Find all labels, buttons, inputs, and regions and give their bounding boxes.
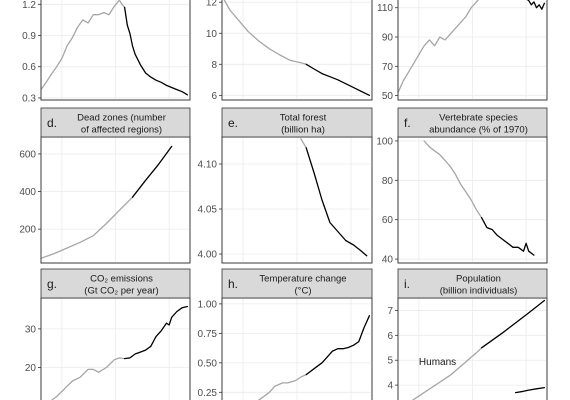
series-line-early (41, 196, 134, 259)
strip-title-line-1: Temperature change (259, 274, 346, 285)
panel-7: 20 30 g. CO₂ emissions(Gt CO₂ per year) (25, 268, 191, 400)
y-tick-label: 4 (387, 381, 393, 392)
series-line-recent (514, 386, 546, 394)
panel-letter: d. (47, 116, 57, 130)
y-tick-label: 40 (382, 255, 394, 266)
y-tick-label: 400 (19, 187, 36, 198)
series-line-early (411, 347, 483, 400)
panel-letter: g. (47, 277, 57, 291)
y-tick-label: 4.10 (198, 160, 218, 171)
panel-letter: e. (228, 116, 238, 130)
y-tick-label: 6 (387, 331, 393, 342)
y-tick-label: 0.9 (22, 31, 36, 42)
y-tick-label: 50 (382, 91, 394, 102)
series-line-recent (131, 145, 173, 198)
y-tick-label: 600 (19, 149, 36, 160)
y-tick-label: 60 (382, 215, 394, 226)
strip-title-line-2: of affected regions) (81, 125, 162, 136)
panel-8: 0.25 0.50 0.75 1.00 h. Temperature change(°C) (198, 268, 373, 400)
strip-title-line-1: CO₂ emissions (90, 274, 153, 285)
strip-title-line-2: (Gt CO₂ per year) (84, 286, 158, 297)
y-tick-label: 7 (387, 306, 393, 317)
strip-background (40, 268, 191, 299)
y-tick-label: 80 (382, 176, 394, 187)
y-tick-label: 30 (25, 324, 37, 335)
strip-title-line-2: abundance (% of 1970) (429, 125, 528, 136)
series-line-early (41, 0, 126, 91)
strip-background (397, 268, 548, 299)
series-line-early (398, 0, 479, 94)
facet-strip: h. Temperature change(°C) (221, 268, 373, 299)
strip-title-line-2: (billion individuals) (440, 286, 518, 297)
panel-1: 0.3 0.6 0.9 1.2 (22, 0, 191, 104)
strip-title-line-1: Vertebrate species (439, 113, 518, 124)
series-line-recent (480, 217, 535, 256)
panel-2: 6 8 10 12 (206, 0, 373, 102)
series-line-early (257, 373, 307, 400)
y-tick-label: 4.00 (198, 250, 218, 261)
strip-title-line-2: (billion ha) (281, 125, 325, 136)
panel-5: 4.00 4.05 4.10 e. Total forest(billion ha) (198, 107, 373, 264)
series-line-recent (526, 0, 546, 10)
panel-letter: h. (228, 277, 238, 291)
y-tick-label: 4.05 (198, 205, 218, 216)
strip-title-line-1: Dead zones (number (77, 113, 166, 124)
facet-strip: g. CO₂ emissions(Gt CO₂ per year) (40, 268, 191, 299)
y-tick-label: 0.6 (22, 62, 36, 73)
series-line-early (223, 0, 307, 65)
y-tick-label: 1.2 (22, 0, 36, 11)
panel-border (221, 0, 373, 101)
series-line-recent (480, 299, 546, 349)
strip-title-line-1: Population (456, 274, 501, 285)
strip-background (40, 107, 191, 138)
strip-background (397, 107, 548, 138)
y-tick-label: 6 (211, 91, 217, 102)
strip-background (221, 268, 373, 299)
y-tick-label: 90 (382, 33, 394, 44)
facet-strip: i. Population(billion individuals) (397, 268, 548, 299)
panel-3: 50 70 90 110 (377, 0, 548, 102)
y-tick-label: 0.25 (198, 388, 218, 399)
facet-strip: e. Total forest(billion ha) (221, 107, 373, 138)
y-tick-label: 8 (211, 60, 217, 71)
series-line-recent (123, 6, 189, 96)
y-tick-label: 100 (376, 136, 393, 147)
y-tick-label: 10 (206, 29, 218, 40)
y-tick-label: 20 (25, 363, 37, 374)
series-line-recent (305, 63, 371, 96)
annotation-label: Humans (419, 357, 456, 368)
series-line-recent (305, 315, 371, 376)
series-line-early (423, 140, 483, 219)
panel-border (40, 0, 191, 101)
series-line-recent (305, 147, 368, 257)
series-line-early (50, 357, 126, 400)
y-tick-label: 0.75 (198, 329, 218, 340)
y-tick-label: 200 (19, 225, 36, 236)
panel-9: 4 5 6 7 Humans i. Population(billion individua… (387, 268, 548, 400)
panel-border (397, 0, 548, 101)
panel-letter: f. (404, 116, 411, 130)
y-tick-label: 12 (206, 0, 218, 9)
y-tick-label: 70 (382, 62, 394, 73)
y-tick-label: 110 (377, 3, 393, 14)
y-tick-label: 0.50 (198, 358, 218, 369)
strip-title-line-1: Total forest (280, 113, 327, 124)
strip-title-line-2: (°C) (295, 286, 312, 297)
series-line-early (300, 138, 307, 149)
series-line-recent (123, 305, 189, 360)
y-tick-label: 5 (387, 356, 393, 367)
y-tick-label: 1.00 (198, 299, 218, 310)
panel-letter: i. (404, 277, 410, 291)
y-tick-label: 0.3 (22, 93, 36, 104)
strip-background (221, 107, 373, 138)
